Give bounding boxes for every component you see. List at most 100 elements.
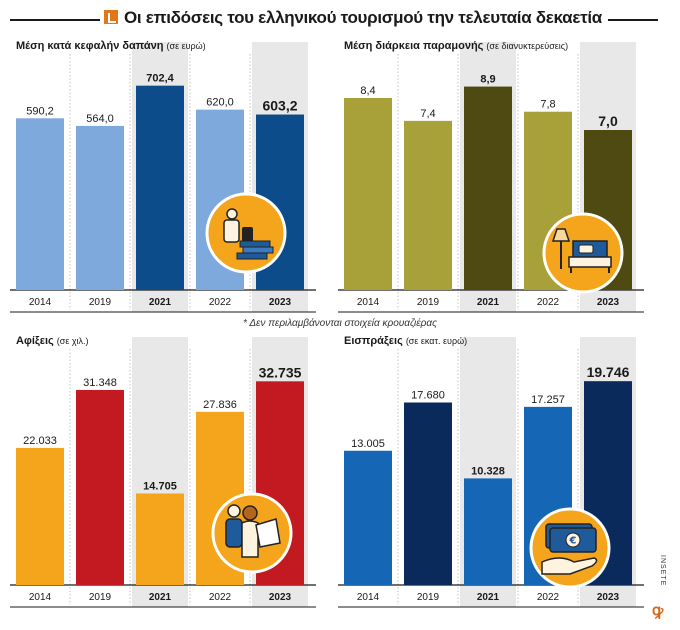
open-hand [541,557,598,575]
panel-title: Εισπράξεις (σε εκατ. ευρώ) [344,335,467,347]
data-label: 7,0 [598,113,618,129]
data-label: 17.257 [531,394,565,406]
tick-label: 2023 [597,592,620,603]
bar [404,120,452,290]
tourist-body [223,219,240,243]
tick-label: 2022 [209,297,232,308]
tick-label: 2019 [417,592,440,603]
bar [344,98,392,290]
data-label: 17.680 [411,389,445,401]
tick-label: 2019 [89,297,112,308]
tick-label: 2022 [209,592,232,603]
bar [16,447,64,585]
panel-title-text: Εισπράξεις [344,335,403,347]
bar [136,493,184,585]
money-stack [236,252,268,260]
panel-title: Αφίξεις (σε χιλ.) [16,335,89,347]
lamp-shade [551,228,571,242]
pillow [578,244,594,254]
panel-title-text: Μέση διάρκεια παραμονής [344,40,484,52]
bar [136,85,184,290]
data-label: 8,4 [360,85,375,97]
data-label: 10.328 [471,465,505,477]
data-label: 27.836 [203,399,237,411]
bar [344,450,392,585]
tick-label: 2021 [149,592,172,603]
bar [464,478,512,585]
tick-label: 2014 [357,297,380,308]
footnote: * Δεν περιλαμβάνονται στοιχεία κρουαζιέρ… [243,318,437,329]
bar [76,125,124,290]
euro-coin [565,532,581,548]
tick-label: 2014 [29,592,52,603]
hiker-body [241,520,259,558]
bar [404,402,452,585]
brand-logo-icon: ꝙ [652,602,664,619]
suitcase-shape [242,227,253,243]
bar-chart: 22.033 2014 31.348 2019 14.705 2021 27.836 2022… [10,337,316,608]
money-stack [242,246,274,254]
tourist-head [226,208,238,220]
backpacker-icon [211,492,293,574]
hotel-bed-icon [542,212,624,294]
panel-title: Μέση διάρκεια παραμονής (σε διανυκτερεύσε… [344,40,568,52]
tick-label: 2019 [417,297,440,308]
panel-arrivals: Αφίξεις (σε χιλ.) 22.033 2014 31.348 2019 14.… [10,333,330,608]
data-label: 32.735 [259,364,302,380]
bar [16,118,64,291]
euro-symbol: € [569,536,577,547]
panel-unit: (σε χιλ.) [56,336,89,346]
tick-label: 2019 [89,592,112,603]
data-label: 7,8 [540,99,555,111]
bar [76,389,124,585]
tourist-luggage-money-icon [205,192,287,274]
tick-label: 2022 [537,592,560,603]
panel-stay-duration: Μέση διάρκεια παραμονής (σε διανυκτερεύσε… [338,38,658,313]
tick-label: 2023 [597,297,620,308]
tick-label: 2022 [537,297,560,308]
data-label: 31.348 [83,377,117,389]
page-title-text: Οι επιδόσεις του ελληνικού τουρισμού την… [124,8,602,27]
tick-label: 2021 [477,592,500,603]
logo-icon [104,10,118,24]
data-label: 14.705 [143,481,177,493]
backpack [225,518,243,548]
tick-label: 2014 [29,297,52,308]
money-stack [239,240,271,248]
data-label: 603,2 [262,98,297,114]
bar [464,86,512,290]
tick-label: 2023 [269,592,292,603]
page-title: Οι επιδόσεις του ελληνικού τουρισμού την… [100,8,608,28]
source-credit: INSETE [659,555,666,587]
panel-receipts: Εισπράξεις (σε εκατ. ευρώ) 13.005 2014 17.6… [338,333,658,608]
data-label: 8,9 [480,74,495,86]
data-label: 22.033 [23,435,57,447]
tick-label: 2023 [269,297,292,308]
tick-label: 2021 [477,297,500,308]
tick-label: 2021 [149,297,172,308]
panel-title: Μέση κατά κεφαλήν δαπάνη (σε ευρώ) [16,40,206,52]
panel-unit: (σε διανυκτερεύσεις) [486,41,569,51]
bar-chart: 8,4 2014 7,4 2019 8,9 2021 7,8 2022 7,0 2023 [338,42,644,313]
tick-label: 2014 [357,592,380,603]
euro-banknote-hand-icon: € [529,507,611,589]
panel-unit: (σε ευρώ) [166,41,206,51]
panel-title-text: Αφίξεις [16,335,54,347]
data-label: 13.005 [351,438,385,450]
panel-unit: (σε εκατ. ευρώ) [405,336,468,346]
data-label: 7,4 [420,108,435,120]
bar-chart: 590,2 2014 564,0 2019 702,4 2021 620,0 2022 603,… [10,42,316,313]
panel-spending: Μέση κατά κεφαλήν δαπάνη (σε ευρώ) 590,2 2… [10,38,330,313]
bar-chart: 13.005 2014 17.680 2019 10.328 2021 17.257 2022… [338,337,644,608]
map-sheet [255,518,281,548]
data-label: 564,0 [86,113,114,125]
data-label: 590,2 [26,105,54,117]
bedroll [227,504,241,518]
bed-base [568,256,612,268]
hiker-head [242,505,258,521]
chart-header: Οι επιδόσεις του ελληνικού τουρισμού την… [10,6,658,32]
data-label: 620,0 [206,97,234,109]
data-label: 19.746 [587,364,630,380]
data-label: 702,4 [146,73,174,85]
panel-title-text: Μέση κατά κεφαλήν δαπάνη [16,40,164,52]
